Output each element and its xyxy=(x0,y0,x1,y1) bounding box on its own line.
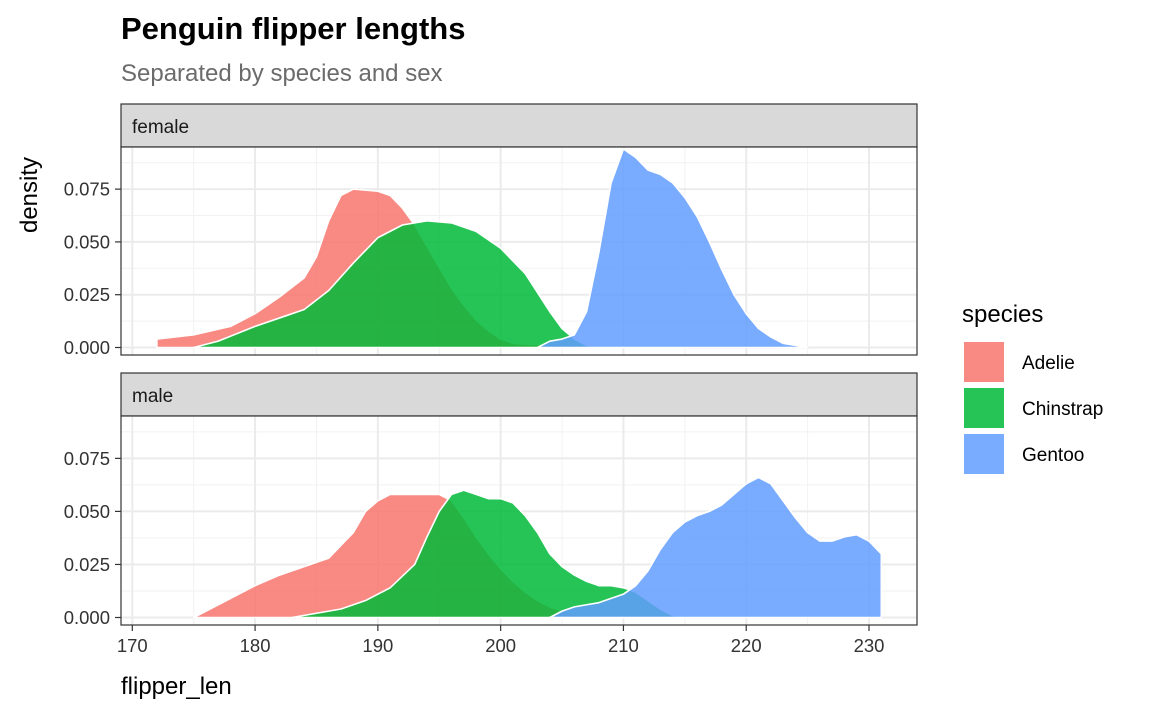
y-tick-label: 0.075 xyxy=(64,179,110,200)
y-tick-label: 0.025 xyxy=(64,554,110,575)
facet-strip xyxy=(120,372,918,417)
y-tick-label: 0.075 xyxy=(64,448,110,469)
x-tick-label: 220 xyxy=(731,635,762,656)
y-tick-label: 0.050 xyxy=(64,501,110,522)
legend-label-gentoo: Gentoo xyxy=(1022,445,1084,466)
panel-border xyxy=(120,415,918,626)
y-tick-label: 0.000 xyxy=(64,337,110,358)
x-tick-label: 210 xyxy=(608,635,639,656)
x-axis-title: flipper_len xyxy=(121,673,232,700)
legend-label-chinstrap: Chinstrap xyxy=(1022,399,1103,420)
density-area-gentoo-female xyxy=(536,148,809,349)
density-area-gentoo-male xyxy=(548,476,883,619)
panel-border xyxy=(120,146,918,356)
facet-strip xyxy=(120,103,918,148)
facet-male: male 0.000 0.025 0.050 0.075 xyxy=(64,372,918,628)
facet-strip-label: female xyxy=(132,117,189,138)
facet-panels: female 0.000 0.025 0.050 0.075 male 0.000 0.025… xyxy=(64,103,918,628)
y-tick-label: 0.025 xyxy=(64,284,110,305)
x-tick-label: 230 xyxy=(854,635,885,656)
facet-strip-label: male xyxy=(132,386,173,407)
x-tick-label: 180 xyxy=(240,635,271,656)
y-tick-label: 0.050 xyxy=(64,231,110,252)
legend-title: species xyxy=(962,301,1043,328)
legend-swatch-chinstrap xyxy=(964,388,1004,428)
legend: species Adelie Chinstrap Gentoo xyxy=(962,301,1103,474)
x-axis: 170 180 190 200 210 220 230 xyxy=(117,625,885,656)
chart-title: Penguin flipper lengths xyxy=(121,11,465,46)
facet-female: female 0.000 0.025 0.050 0.075 xyxy=(64,103,918,358)
legend-swatch-gentoo xyxy=(964,434,1004,474)
y-axis-title: density xyxy=(16,157,43,233)
y-tick-label: 0.000 xyxy=(64,607,110,628)
x-tick-label: 200 xyxy=(485,635,516,656)
x-tick-label: 190 xyxy=(362,635,393,656)
legend-label-adelie: Adelie xyxy=(1022,353,1075,374)
chart-subtitle: Separated by species and sex xyxy=(121,60,443,87)
x-tick-label: 170 xyxy=(117,635,148,656)
legend-swatch-adelie xyxy=(964,342,1004,382)
